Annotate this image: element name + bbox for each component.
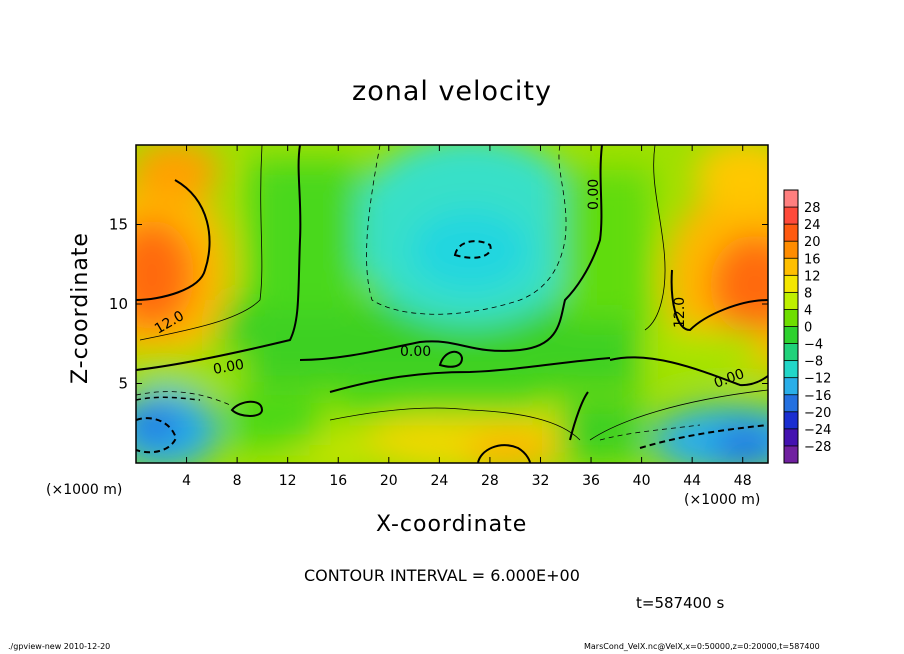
colorbar-swatch (784, 326, 798, 344)
colorbar-swatch (784, 258, 798, 276)
colorbar-label: −8 (804, 355, 823, 370)
colorbar-swatch (784, 207, 798, 225)
colorbar-swatch (784, 360, 798, 378)
x-tick-label: 44 (683, 473, 701, 489)
contour-label: 0.00 (586, 179, 602, 210)
y-axis-label: Z-coordinate (68, 232, 93, 384)
x-tick-label: 32 (532, 473, 550, 489)
x-tick-label: 20 (380, 473, 398, 489)
colorbar-swatch (784, 428, 798, 446)
colorbar-swatch (784, 224, 798, 242)
colorbar-swatch (784, 190, 798, 208)
colorbar-label: 20 (804, 235, 821, 250)
x-axis-label: X-coordinate (376, 512, 528, 537)
x-unit-label: (×1000 m) (684, 492, 761, 508)
x-tick-label: 40 (633, 473, 651, 489)
x-tick-label: 28 (481, 473, 499, 489)
colorbar-swatch (784, 275, 798, 293)
x-tick-label: 36 (582, 473, 600, 489)
colorbar-label: 4 (804, 303, 812, 318)
colorbar-label: −28 (804, 440, 831, 455)
colorbar-swatch (784, 292, 798, 310)
colorbar-label: 8 (804, 286, 812, 301)
colorbar-swatch (784, 343, 798, 361)
heatmap-field (136, 145, 768, 463)
y-tick-label: 15 (109, 216, 128, 234)
colorbar-label: −24 (804, 423, 831, 438)
colorbar-label: 12 (804, 269, 821, 284)
colorbar-swatch (784, 377, 798, 395)
x-tick-label: 24 (430, 473, 448, 489)
colorbar-swatch (784, 309, 798, 327)
x-tick-label: 4 (182, 473, 191, 489)
y-tick-label: 10 (109, 295, 128, 313)
contour-label: 0.00 (400, 344, 431, 360)
colorbar-label: −4 (804, 338, 823, 353)
contour-label: 12.0 (672, 297, 688, 328)
colorbar-label: −20 (804, 406, 831, 421)
contour-label: 0.00 (212, 357, 245, 378)
contour-lines (136, 145, 768, 463)
colorbar-label: 24 (804, 218, 821, 233)
z-unit-label: (×1000 m) (46, 482, 123, 498)
y-tick-label: 5 (118, 375, 128, 393)
colorbar-label: −16 (804, 389, 831, 404)
colorbar-label: 28 (804, 201, 821, 216)
colorbar-swatch (784, 445, 798, 463)
chart-title: zonal velocity (352, 76, 552, 107)
x-tick-label: 16 (329, 473, 347, 489)
colorbar-label: 0 (804, 321, 812, 336)
colorbar-swatch (784, 241, 798, 259)
x-tick-label: 8 (233, 473, 242, 489)
colorbar: 28 24 20 16 12 8 4 0 −4 −8 −12 −16 −20 −24 −28 (783, 189, 831, 464)
y-axis: 5 10 15 (109, 216, 768, 393)
contour-interval: CONTOUR INTERVAL = 6.000E+00 (304, 566, 580, 585)
footer-left: ./gpview-new 2010-12-20 (8, 642, 111, 651)
x-tick-label: 48 (734, 473, 752, 489)
footer-right: MarsCond_VelX.nc@VelX,x=0:50000,z=0:2000… (584, 642, 820, 651)
colorbar-label: −12 (804, 372, 831, 387)
colorbar-swatch (784, 394, 798, 412)
x-tick-label: 12 (279, 473, 297, 489)
time-label: t=587400 s (636, 594, 725, 612)
colorbar-swatch (784, 411, 798, 429)
colorbar-label: 16 (804, 252, 821, 267)
x-axis: 4 8 12 16 20 24 28 32 36 40 44 48 (182, 145, 752, 489)
